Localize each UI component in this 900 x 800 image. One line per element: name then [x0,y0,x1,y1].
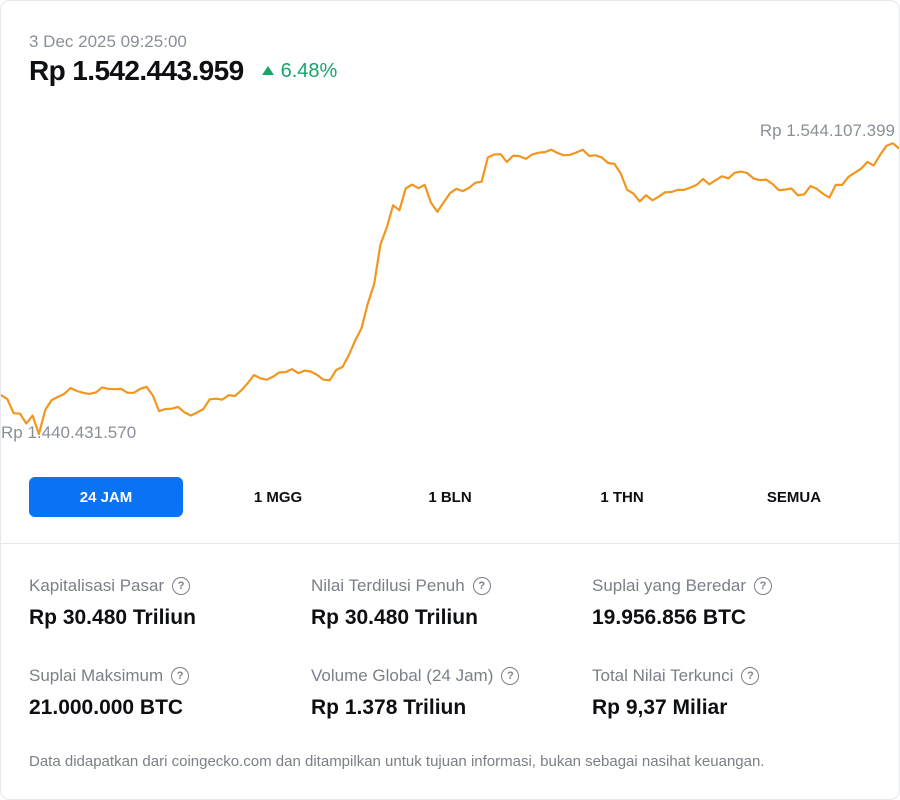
stat-max-supply: Suplai Maksimum ? 21.000.000 BTC [29,666,299,720]
stat-value: 21.000.000 BTC [29,696,184,719]
stat-market-cap: Kapitalisasi Pasar ? Rp 30.480 Triliun [29,576,299,630]
stat-label: Suplai Maksimum [29,666,164,685]
section-divider [1,543,899,544]
arrow-up-icon [261,65,274,75]
price-chart[interactable]: Rp 1.544.107.399 Rp 1.440.431.570 [1,111,899,451]
min-price-label: Rp 1.440.431.570 [1,423,136,442]
stat-fully-diluted-value: Nilai Terdilusi Penuh ? Rp 30.480 Triliu… [311,576,581,630]
stat-value: Rp 9,37 Miliar [592,696,728,719]
max-price-label: Rp 1.544.107.399 [760,121,895,140]
price-row: Rp 1.542.443.959 6.48% [29,55,337,87]
stat-label: Volume Global (24 Jam) [311,666,494,685]
stat-label: Total Nilai Terkunci [592,666,734,685]
stat-circulating-supply: Suplai yang Beredar ? 19.956.856 BTC [592,576,862,630]
stat-value: Rp 30.480 Triliun [29,606,196,629]
stat-global-volume: Volume Global (24 Jam) ? Rp 1.378 Triliu… [311,666,581,720]
stat-value: Rp 1.378 Triliun [311,696,467,719]
help-icon[interactable]: ? [172,577,191,595]
current-price: Rp 1.542.443.959 [29,55,244,86]
price-timestamp: 3 Dec 2025 09:25:00 [29,32,187,51]
stat-label: Kapitalisasi Pasar [29,576,165,595]
stat-total-value-locked: Total Nilai Terkunci ? Rp 9,37 Miliar [592,666,862,720]
help-icon[interactable]: ? [741,667,760,685]
price-change: 6.48% [261,59,338,83]
stat-label: Nilai Terdilusi Penuh [311,576,465,595]
help-icon[interactable]: ? [754,577,773,595]
price-line [1,142,899,436]
disclaimer-text: Data didapatkan dari coingecko.com dan d… [29,753,765,770]
help-icon[interactable]: ? [501,667,520,685]
time-range-tabs: 24 JAM 1 MGG 1 BLN 1 THN SEMUA [29,477,871,517]
help-icon[interactable]: ? [472,577,491,595]
stat-label: Suplai yang Beredar [592,576,747,595]
tab-1-mgg[interactable]: 1 MGG [201,477,355,517]
price-change-percent: 6.48% [280,59,338,82]
tab-24-jam[interactable]: 24 JAM [29,477,183,517]
stat-value: 19.956.856 BTC [592,606,747,629]
stat-value: Rp 30.480 Triliun [311,606,478,629]
help-icon[interactable]: ? [171,667,190,685]
tab-1-bln[interactable]: 1 BLN [373,477,527,517]
tab-1-thn[interactable]: 1 THN [545,477,699,517]
tab-semua[interactable]: SEMUA [717,477,871,517]
